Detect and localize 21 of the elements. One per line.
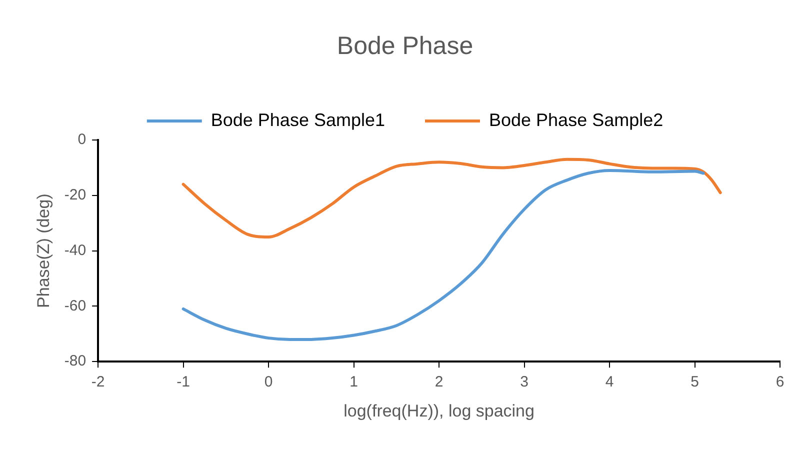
x-axis-title: log(freq(Hz)), log spacing (344, 401, 534, 420)
x-tick-label: 0 (264, 374, 273, 391)
y-tick-label: -40 (64, 242, 86, 259)
x-tick-label: 1 (350, 374, 358, 391)
x-tick-label: 5 (690, 374, 699, 391)
y-axis-title: Phase(Z) (deg) (34, 194, 53, 308)
chart-title: Bode Phase (336, 32, 474, 60)
y-tick-label: 0 (78, 131, 86, 148)
legend-label: Bode Phase Sample1 (210, 110, 386, 130)
legend-label: Bode Phase Sample2 (489, 110, 664, 130)
y-tick-label: -80 (64, 352, 86, 370)
x-tick-label: 4 (605, 374, 614, 391)
line-series (182, 168, 705, 341)
x-tick-label: 6 (776, 374, 784, 391)
line-series (182, 158, 722, 238)
y-tick-label: -60 (64, 297, 86, 314)
x-tick-label: -1 (176, 374, 190, 391)
x-tick-label: -2 (91, 374, 105, 391)
x-tick-label: 2 (434, 374, 444, 391)
x-tick-label: 3 (520, 374, 528, 391)
y-tick-label: -20 (64, 186, 86, 204)
